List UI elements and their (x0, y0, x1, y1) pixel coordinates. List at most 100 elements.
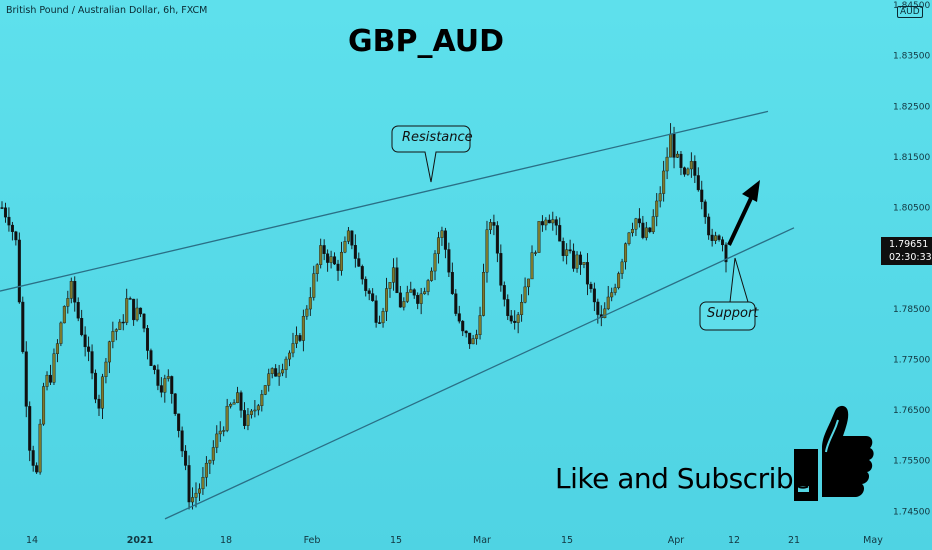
candle-body (256, 405, 260, 411)
candle-body (194, 492, 198, 498)
current-price: 1.79651 (889, 239, 929, 250)
candle-body (83, 334, 87, 348)
candle-body (104, 361, 108, 378)
candle-body (139, 307, 143, 315)
candle-body (100, 376, 104, 409)
candle-body (540, 221, 544, 226)
candle-body (627, 232, 631, 244)
candle-body (634, 218, 638, 230)
candle-body (281, 369, 285, 374)
candle-body (253, 409, 257, 412)
candle-body (457, 313, 461, 322)
candle-body (236, 392, 240, 403)
candle-body (655, 200, 659, 217)
candle-body (703, 201, 707, 218)
candle-body (371, 293, 375, 301)
candle-body (537, 221, 541, 253)
x-tick-label: 21 (788, 535, 800, 546)
candle-body (523, 286, 527, 303)
candle-body (329, 256, 333, 263)
candle-body (87, 346, 91, 352)
candle-body (516, 314, 520, 323)
candle-body (17, 239, 21, 303)
support-label: Support (707, 306, 759, 321)
candle-body (239, 392, 243, 411)
candle-body (48, 374, 52, 383)
candle-body (52, 353, 56, 383)
candle-body (665, 156, 669, 172)
candle-body (242, 410, 246, 426)
candle-body (315, 264, 319, 274)
candle-body (215, 433, 219, 448)
y-tick-label: 1.74500 (893, 507, 930, 517)
candle-body (177, 413, 181, 431)
currency-badge[interactable]: AUD (897, 6, 923, 18)
x-tick-label: 12 (728, 535, 740, 546)
candle-body (450, 271, 454, 294)
y-tick-label: 1.75500 (893, 457, 930, 467)
candle-body (613, 287, 617, 293)
candle-body (97, 398, 101, 409)
candle-body (305, 308, 309, 317)
candle-body (184, 450, 188, 466)
candle-body (551, 219, 555, 224)
candle-body (90, 351, 94, 374)
candle-body (28, 406, 32, 451)
candle-body (495, 225, 499, 254)
candle-body (346, 230, 350, 242)
candle-body (232, 402, 236, 405)
candle-body (651, 216, 655, 233)
candle-body (326, 253, 330, 263)
candle-body (319, 245, 323, 265)
candle-body (211, 447, 215, 461)
candle-body (291, 343, 295, 354)
candle-body (426, 280, 430, 292)
candle-body (288, 352, 292, 360)
candle-body (686, 168, 690, 175)
candle-body (558, 225, 562, 242)
like-subscribe-text: Like and Subscribe (555, 462, 810, 495)
candle-body (80, 318, 84, 336)
candle-body (38, 423, 42, 473)
candle-body (180, 430, 184, 452)
y-tick-label: 1.77500 (893, 355, 930, 365)
candle-body (132, 298, 136, 321)
y-tick-label: 1.82500 (893, 102, 930, 112)
candle-body (222, 430, 226, 432)
candle-body (419, 293, 423, 304)
x-tick-label: Apr (668, 535, 685, 546)
candle-body (42, 386, 46, 425)
candle-body (585, 262, 589, 285)
candle-body (94, 372, 98, 400)
candle-body (298, 335, 302, 341)
candle-body (572, 250, 576, 269)
candle-countdown: 02:30:33 (889, 252, 932, 263)
candle-body (454, 293, 458, 314)
candle-body (509, 315, 513, 322)
candle-body (229, 404, 233, 407)
candle-body (513, 320, 517, 323)
candle-body (284, 358, 288, 370)
candle-body (378, 322, 382, 324)
candle-body (267, 373, 271, 386)
candle-body (672, 133, 676, 158)
support-trendline (164, 227, 795, 520)
candle-body (700, 189, 704, 203)
candle-body (461, 320, 465, 332)
candle-body (565, 249, 569, 256)
candle-body (107, 341, 111, 363)
candle-body (173, 393, 177, 415)
candle-body (485, 229, 489, 273)
candle-body (492, 222, 496, 226)
candle-body (669, 133, 673, 158)
candle-body (249, 410, 253, 415)
candle-body (73, 281, 77, 303)
candle-body (547, 219, 551, 224)
current-price-tag: 1.79651 02:30:33 (881, 237, 932, 265)
candle-body (66, 298, 70, 307)
candle-body (637, 218, 641, 224)
candle-body (125, 298, 129, 323)
candle-body (482, 272, 486, 316)
candle-body (405, 292, 409, 302)
